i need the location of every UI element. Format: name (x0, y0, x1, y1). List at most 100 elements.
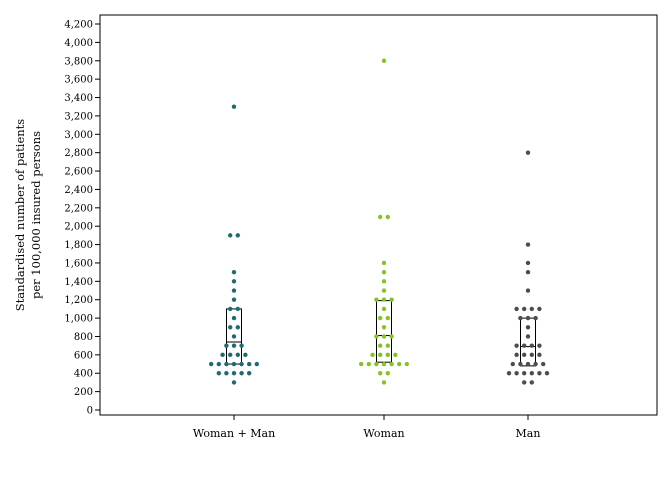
data-point (228, 306, 233, 312)
x-tick-label: Man (516, 427, 541, 440)
data-point (247, 371, 252, 376)
data-point (381, 279, 387, 284)
plot-frame (99, 14, 658, 416)
data-point (216, 361, 221, 367)
data-point (525, 288, 531, 293)
plot-border (99, 14, 658, 416)
data-point (510, 361, 515, 367)
data-point (228, 352, 233, 358)
y-tick-label: 1,200 (64, 295, 93, 306)
y-tick-label: 3,600 (64, 75, 93, 86)
data-point (231, 279, 237, 284)
data-point (381, 260, 387, 266)
data-point (525, 260, 531, 266)
data-point (525, 315, 531, 321)
data-point (231, 380, 237, 385)
data-point (522, 380, 527, 385)
data-point (529, 371, 534, 376)
y-tick-label: 1,600 (64, 258, 93, 269)
y-axis-title-line: per 100,000 insured persons (29, 131, 43, 299)
data-point (231, 334, 237, 339)
data-point (533, 315, 538, 321)
data-point (397, 361, 402, 367)
data-point (381, 361, 387, 367)
data-point (381, 334, 387, 339)
data-point (231, 288, 237, 293)
data-point (529, 343, 534, 348)
data-point (506, 371, 512, 376)
y-tick-label: 3,200 (64, 111, 93, 122)
x-tick-label: Woman (363, 427, 404, 440)
data-point (366, 361, 371, 367)
data-point (525, 150, 531, 155)
y-tick-label: 1,800 (64, 240, 93, 251)
data-point (514, 371, 519, 376)
data-point (381, 325, 387, 330)
y-tick-label: 2,800 (64, 148, 93, 159)
data-point (385, 371, 390, 376)
data-point (231, 343, 237, 348)
data-point (231, 104, 237, 109)
data-point (537, 371, 542, 376)
y-tick-label: 0 (87, 406, 93, 417)
data-points (209, 58, 550, 385)
data-point (235, 352, 240, 358)
y-tick-label: 2,600 (64, 167, 93, 178)
data-point (385, 315, 390, 321)
data-point (529, 352, 534, 358)
data-point (537, 343, 542, 348)
data-point (370, 352, 375, 358)
data-point (378, 352, 383, 358)
data-point (541, 361, 546, 367)
data-point (525, 325, 531, 330)
y-tick-label: 3,000 (64, 130, 93, 141)
data-point (518, 361, 523, 367)
y-tick-label: 3,400 (64, 93, 93, 104)
data-point (381, 269, 387, 275)
y-tick-label: 4,000 (64, 38, 93, 49)
data-point (235, 306, 240, 312)
data-point (544, 371, 550, 376)
data-point (522, 352, 527, 358)
data-point (525, 242, 531, 247)
data-point (522, 371, 527, 376)
y-tick-label: 1,000 (64, 314, 93, 325)
data-point (247, 361, 252, 367)
data-point (231, 315, 237, 321)
data-point (404, 361, 409, 367)
data-point (389, 297, 394, 302)
data-point (537, 352, 542, 358)
data-point (220, 352, 225, 358)
data-point (522, 306, 527, 312)
y-axis-title: Standardised number of patients per 100,0… (13, 119, 43, 311)
y-tick-label: 800 (74, 332, 93, 343)
y-axis: 0 200 400 600 800 1,000 1,200 1,400 1,600 1,800 2,… (64, 20, 100, 417)
data-point (231, 361, 237, 367)
data-point (381, 58, 387, 63)
data-point (518, 315, 523, 321)
data-point (385, 214, 390, 220)
x-axis: Woman + Man Woman Man (193, 415, 541, 440)
data-point (224, 343, 229, 348)
data-point (378, 343, 383, 348)
data-point (235, 233, 240, 238)
data-point (385, 343, 390, 348)
data-point (525, 361, 531, 367)
data-point (525, 334, 531, 339)
data-point (374, 361, 379, 367)
data-point (393, 352, 398, 358)
data-point (378, 371, 383, 376)
data-point (378, 214, 383, 220)
data-point (378, 315, 383, 321)
data-point (529, 306, 534, 312)
y-tick-label: 1,400 (64, 277, 93, 288)
data-point (522, 343, 527, 348)
data-point (514, 352, 519, 358)
data-point (254, 361, 259, 367)
data-point (389, 361, 394, 367)
y-tick-label: 400 (74, 369, 93, 380)
data-point (228, 325, 233, 330)
y-tick-label: 2,200 (64, 203, 93, 214)
data-point (231, 269, 237, 275)
